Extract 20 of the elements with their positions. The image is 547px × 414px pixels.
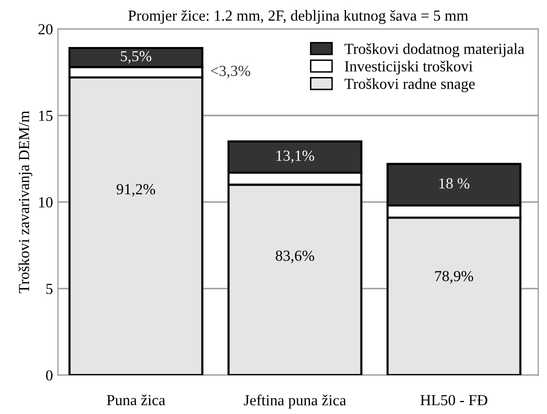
annotation: 13,1% bbox=[276, 150, 314, 164]
annotation: 83,6% bbox=[276, 250, 314, 264]
y-axis-title: Troškovi zavarivanja DEM/m bbox=[18, 110, 32, 294]
annotation: <3,3% bbox=[211, 66, 250, 78]
y-tick-label: 5 bbox=[46, 284, 53, 294]
annotation: 5,5% bbox=[120, 51, 152, 64]
legend-label: Investicijski troškovi bbox=[344, 60, 473, 75]
legend-label: Troškovi radne snage bbox=[344, 78, 475, 92]
y-tick-label: 10 bbox=[39, 197, 53, 208]
y-tick-label: 0 bbox=[46, 370, 53, 381]
y-tick-label: 15 bbox=[39, 110, 53, 121]
annotation: 78,9% bbox=[435, 270, 474, 284]
chart-title: Promjer žice: 1.2 mm, 2F, debljina kutnog šava = 5 mm bbox=[128, 10, 468, 24]
legend-label: Troškovi dodatnog materijala bbox=[344, 43, 524, 58]
x-tick-label: Jeftina puna žica bbox=[244, 394, 346, 409]
annotation: 18 % bbox=[439, 178, 470, 189]
x-tick-label: Puna žica bbox=[106, 394, 166, 406]
y-tick-label: 20 bbox=[38, 24, 53, 34]
x-tick-label: HL50 - FĐ bbox=[420, 394, 488, 406]
annotation: 91,2% bbox=[116, 184, 156, 197]
